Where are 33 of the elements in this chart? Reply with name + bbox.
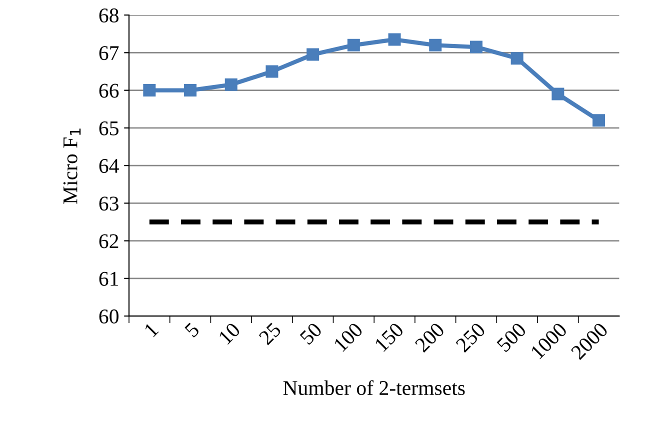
y-tick-label: 64 [99, 158, 119, 173]
x-tick-label: 50 [299, 322, 323, 346]
point [552, 88, 564, 100]
x-tick-label: 1 [144, 322, 159, 338]
point [470, 40, 482, 54]
x-tick-label: 500 [496, 322, 527, 353]
y-tick-label: 61 [99, 272, 118, 286]
point [306, 48, 320, 61]
point [592, 114, 606, 127]
point [347, 38, 360, 52]
x-tick-label: 25 [258, 322, 282, 346]
y-tick-label: 62 [99, 234, 118, 248]
point [266, 65, 278, 78]
x-tick-label: 5 [184, 322, 200, 338]
y-tick-label: 68 [99, 8, 118, 22]
y-tick-label: 67 [99, 46, 119, 60]
x-tick-label: 10 [218, 322, 241, 345]
point [388, 33, 401, 46]
point [184, 84, 197, 97]
y-tick-label: 65 [99, 121, 118, 136]
x-tick-label: 100 [333, 322, 364, 352]
y-axis-title: Micro F$_{1}$ [63, 128, 81, 204]
y-tick-label: 66 [99, 84, 119, 98]
point [510, 52, 524, 65]
point [143, 84, 156, 97]
x-tick-label: 150 [374, 322, 404, 352]
y-tick-label: 60 [99, 309, 118, 324]
point [429, 38, 442, 52]
x-tick-label: 200 [414, 322, 446, 353]
x-tick-label: 250 [455, 322, 486, 353]
point [224, 78, 238, 91]
x-axis-title: Number of 2-termsets [283, 380, 465, 396]
y-tick-label: 63 [99, 196, 118, 211]
